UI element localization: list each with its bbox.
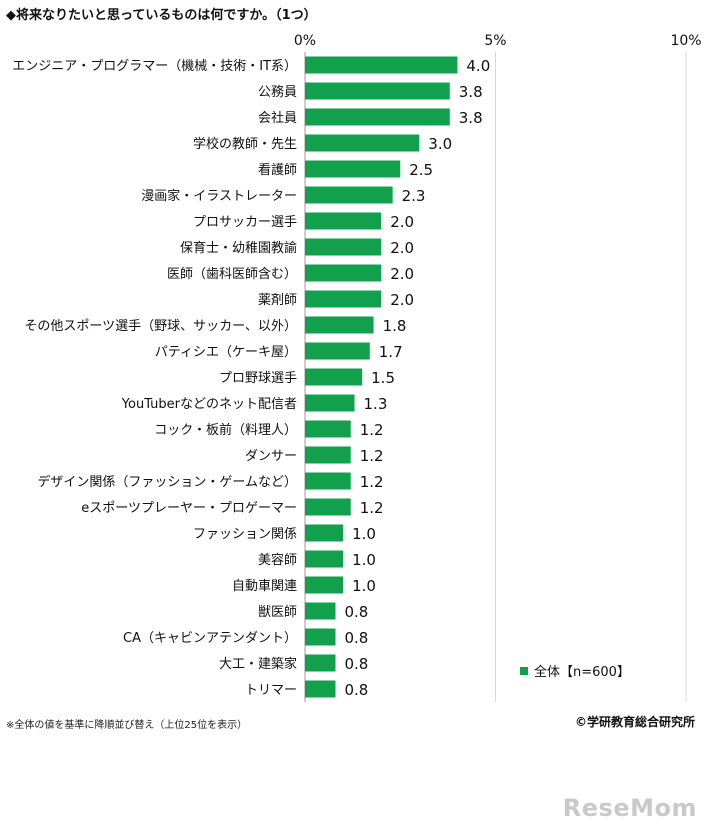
category-label: 学校の教師・先生 bbox=[193, 136, 297, 152]
category-label: eスポーツプレーヤー・プロゲーマー bbox=[81, 501, 297, 516]
bar bbox=[305, 628, 336, 646]
data-label: 1.0 bbox=[352, 551, 376, 569]
data-label: 2.0 bbox=[390, 213, 414, 231]
category-label: コック・板前（料理人） bbox=[154, 422, 297, 438]
category-label: 薬剤師 bbox=[258, 292, 297, 308]
bar-chart: 0% 5% 10% エンジニア・プログラマー（機械・技術・IT系） 4.0 公務員 3.8 会… bbox=[12, 33, 702, 702]
category-label: プロ野球選手 bbox=[219, 371, 297, 386]
bar bbox=[305, 368, 363, 386]
chart-title: ◆将来なりたいと思っているものは何ですか。（1つ） bbox=[6, 8, 317, 23]
data-label: 1.7 bbox=[379, 343, 403, 361]
category-label: CA（キャビンアテンダント） bbox=[123, 631, 297, 646]
category-label: 獣医師 bbox=[258, 605, 297, 620]
bar bbox=[305, 472, 351, 490]
bar bbox=[305, 160, 401, 178]
bar bbox=[305, 394, 355, 412]
bar bbox=[305, 264, 382, 282]
data-label: 1.5 bbox=[371, 369, 395, 387]
category-label: 看護師 bbox=[258, 162, 297, 178]
data-label: 2.0 bbox=[390, 239, 414, 257]
x-tick-label: 5% bbox=[484, 33, 506, 49]
data-label: 0.8 bbox=[344, 681, 368, 699]
bar bbox=[305, 82, 450, 100]
legend-swatch bbox=[520, 667, 528, 675]
bar bbox=[305, 134, 420, 152]
bar bbox=[305, 342, 370, 360]
data-label: 1.2 bbox=[360, 499, 384, 517]
category-label: パティシエ（ケーキ屋） bbox=[155, 345, 297, 360]
category-label: ファッション関係 bbox=[193, 527, 297, 542]
category-label: 医師（歯科医師含む） bbox=[167, 266, 297, 282]
data-label: 2.0 bbox=[390, 291, 414, 309]
x-tick-label: 0% bbox=[294, 33, 316, 49]
category-label: ダンサー bbox=[245, 449, 297, 464]
data-label: 1.8 bbox=[383, 317, 407, 335]
data-label: 2.5 bbox=[409, 161, 433, 179]
bar bbox=[305, 290, 382, 308]
category-label: 保育士・幼稚園教諭 bbox=[180, 240, 297, 256]
source-credit: ©学研教育総合研究所 bbox=[574, 715, 695, 729]
data-label: 2.3 bbox=[402, 187, 426, 205]
data-label: 1.3 bbox=[364, 395, 388, 413]
bar bbox=[305, 602, 336, 620]
bar bbox=[305, 56, 458, 74]
footnote: ※全体の値を基準に降順並び替え（上位25位を表示） bbox=[6, 720, 248, 731]
category-label: 美容師 bbox=[258, 552, 297, 568]
data-label: 1.2 bbox=[360, 421, 384, 439]
legend-label: 全体【n=600】 bbox=[534, 664, 630, 680]
data-label: 2.0 bbox=[390, 265, 414, 283]
bar bbox=[305, 524, 344, 542]
data-label: 0.8 bbox=[344, 629, 368, 647]
category-label: 会社員 bbox=[258, 110, 297, 126]
bar bbox=[305, 186, 393, 204]
data-label: 4.0 bbox=[466, 57, 490, 75]
category-label: YouTuberなどのネット配信者 bbox=[121, 397, 297, 412]
data-label: 3.8 bbox=[459, 83, 483, 101]
bar bbox=[305, 238, 382, 256]
data-label: 3.0 bbox=[428, 135, 452, 153]
category-label: トリマー bbox=[245, 683, 297, 698]
bar bbox=[305, 212, 382, 230]
data-label: 1.0 bbox=[352, 525, 376, 543]
category-label: プロサッカー選手 bbox=[193, 215, 297, 230]
bar bbox=[305, 446, 351, 464]
category-label: その他スポーツ選手（野球、サッカー、以外） bbox=[24, 319, 297, 334]
bar bbox=[305, 550, 344, 568]
category-label: 漫画家・イラストレーター bbox=[141, 188, 297, 204]
data-label: 1.2 bbox=[360, 473, 384, 491]
data-label: 1.0 bbox=[352, 577, 376, 595]
x-tick-label: 10% bbox=[670, 33, 701, 49]
resemom-logo: ReseMom bbox=[562, 794, 697, 822]
data-label: 0.8 bbox=[344, 603, 368, 621]
bar bbox=[305, 576, 344, 594]
category-label: 自動車関連 bbox=[232, 579, 297, 594]
bar bbox=[305, 108, 450, 126]
category-label: デザイン関係（ファッション・ゲームなど） bbox=[37, 474, 297, 490]
data-label: 3.8 bbox=[459, 109, 483, 127]
category-label: 大工・建築家 bbox=[219, 656, 297, 672]
data-label: 1.2 bbox=[360, 447, 384, 465]
bar bbox=[305, 654, 336, 672]
bar bbox=[305, 498, 351, 516]
category-label: 公務員 bbox=[258, 85, 297, 100]
category-label: エンジニア・プログラマー（機械・技術・IT系） bbox=[12, 59, 297, 74]
bar bbox=[305, 420, 351, 438]
bar bbox=[305, 316, 374, 334]
data-label: 0.8 bbox=[344, 655, 368, 673]
bar bbox=[305, 680, 336, 698]
